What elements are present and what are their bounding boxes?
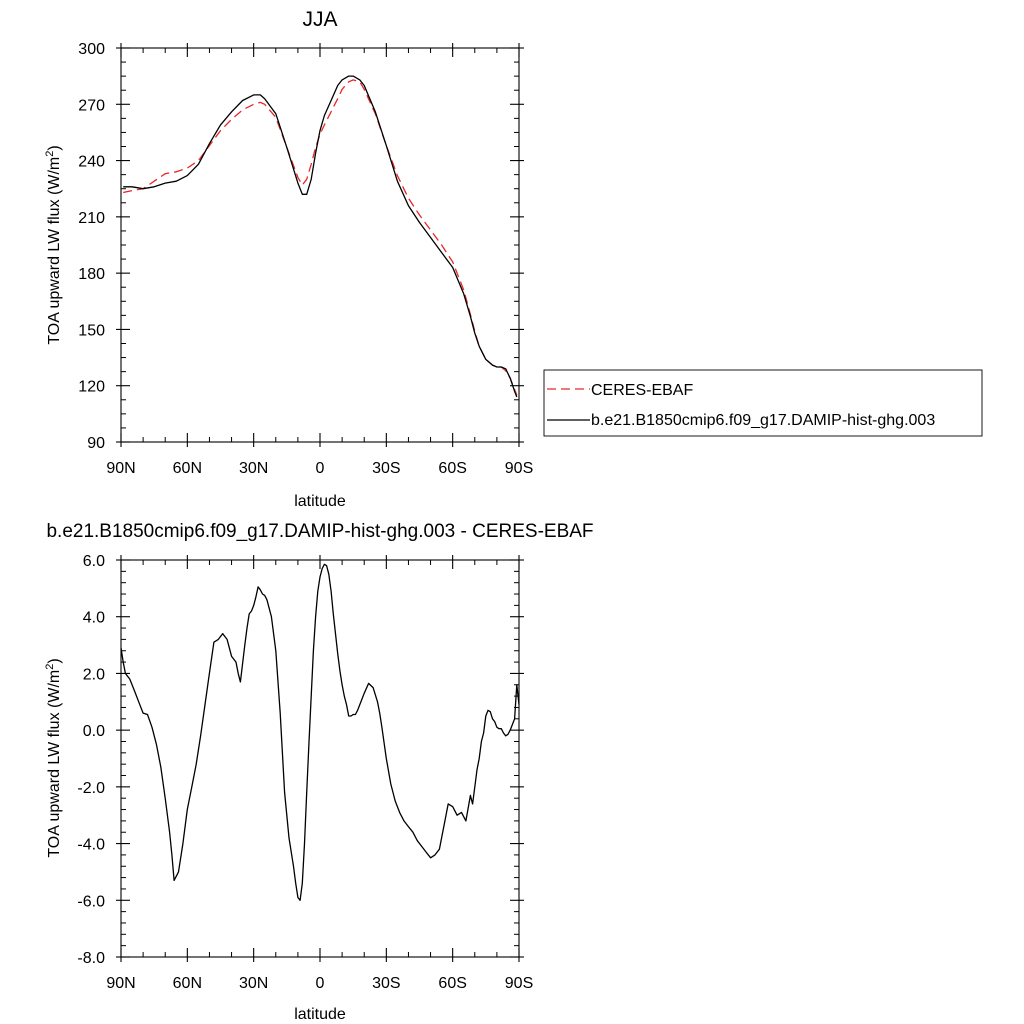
- y-tick-label: -8.0: [77, 950, 105, 967]
- x-tick-label: 0: [316, 975, 325, 992]
- bottom-y-axis-label-sup: 2: [44, 664, 56, 670]
- bottom-plot-frame: [120, 559, 520, 958]
- x-tick-label: 30S: [372, 975, 400, 992]
- legend-box: [543, 369, 983, 437]
- bottom-y-axis-label: TOA upward LW flux (W/m2): [44, 658, 63, 857]
- top-y-axis-label: TOA upward LW flux (W/m2): [44, 145, 63, 344]
- top-major-ticks: [116, 43, 524, 447]
- top-plot-frame: [120, 47, 520, 443]
- y-tick-label: 270: [78, 97, 105, 114]
- x-tick-label: 90N: [106, 975, 135, 992]
- y-tick-label: 240: [78, 154, 105, 171]
- y-tick-label: -2.0: [77, 780, 105, 797]
- x-tick-label: 60S: [438, 975, 466, 992]
- bottom-major-ticks: [116, 555, 524, 962]
- x-tick-label: 60N: [173, 460, 202, 477]
- y-tick-label: 150: [78, 322, 105, 339]
- y-tick-label: 120: [78, 379, 105, 396]
- y-tick-label: 90: [87, 435, 105, 452]
- x-tick-label: 30N: [239, 460, 268, 477]
- series-line-model: [123, 75, 518, 398]
- y-tick-label: 300: [78, 41, 105, 58]
- bottom-panel: 90N 60N 30N 0 30S 60S 90S -8.0 -6.0 -4.0 -2.0 0.0 2.…: [44, 521, 594, 1023]
- bottom-chart-title: b.e21.B1850cmip6.f09_g17.DAMIP-hist-ghg.…: [46, 521, 593, 542]
- y-tick-label: 210: [78, 210, 105, 227]
- y-tick-label: -6.0: [77, 893, 105, 910]
- x-tick-label: 90S: [505, 975, 533, 992]
- bottom-minor-ticks: [121, 560, 519, 957]
- y-tick-label: -4.0: [77, 837, 105, 854]
- y-tick-label: 180: [78, 266, 105, 283]
- series-line-ceres-ebaf: [123, 79, 518, 396]
- top-x-axis-label: latitude: [294, 493, 346, 510]
- legend-label-model: b.e21.B1850cmip6.f09_g17.DAMIP-hist-ghg.…: [591, 412, 935, 429]
- x-tick-label: 60N: [173, 975, 202, 992]
- top-series-lines: [123, 75, 518, 398]
- bottom-y-axis-label-close: ): [46, 658, 63, 663]
- bottom-y-axis-label-main: TOA upward LW flux (W/m: [46, 670, 63, 858]
- top-minor-ticks: [121, 48, 519, 442]
- top-panel: 90N 60N 30N 0 30S 60S 90S 90 120 150 180 210 240 270 3…: [44, 8, 533, 510]
- y-tick-label: 0.0: [83, 723, 105, 740]
- series-line-difference: [120, 563, 520, 901]
- y-tick-label: 4.0: [83, 610, 105, 627]
- bottom-tick-labels: 90N 60N 30N 0 30S 60S 90S -8.0 -6.0 -4.0 -2.0 0.0 2.…: [77, 553, 533, 992]
- top-y-axis-label-sup: 2: [44, 151, 56, 157]
- y-tick-label: 2.0: [83, 666, 105, 683]
- x-tick-label: 30N: [239, 975, 268, 992]
- legend-label-ceres: CERES-EBAF: [591, 382, 693, 399]
- legend: CERES-EBAF b.e21.B1850cmip6.f09_g17.DAMI…: [543, 369, 983, 437]
- x-tick-label: 0: [316, 460, 325, 477]
- x-tick-label: 60S: [438, 460, 466, 477]
- bottom-x-axis-label: latitude: [294, 1006, 346, 1023]
- x-tick-label: 30S: [372, 460, 400, 477]
- top-tick-labels: 90N 60N 30N 0 30S 60S 90S 90 120 150 180 210 240 270 3…: [78, 41, 533, 477]
- x-tick-label: 90N: [106, 460, 135, 477]
- top-y-axis-label-main: TOA upward LW flux (W/m: [46, 157, 63, 345]
- bottom-series-lines: [120, 563, 520, 901]
- x-tick-label: 90S: [505, 460, 533, 477]
- y-tick-label: 6.0: [83, 553, 105, 570]
- top-y-axis-label-close: ): [46, 145, 63, 150]
- top-chart-title: JJA: [302, 8, 337, 31]
